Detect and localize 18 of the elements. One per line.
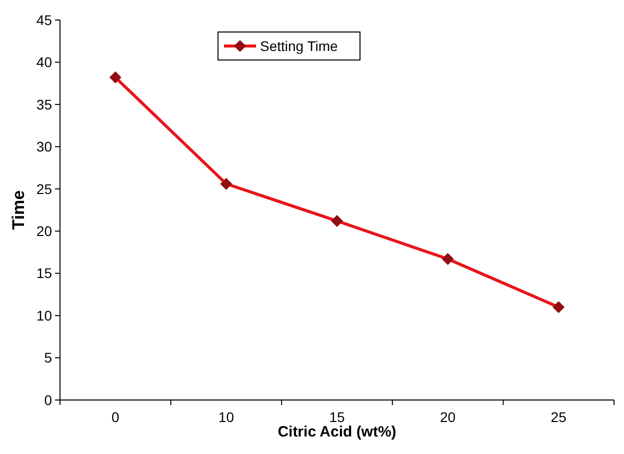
y-tick-label: 45 xyxy=(36,12,52,28)
y-tick-label: 5 xyxy=(44,350,52,366)
y-tick-label: 25 xyxy=(36,180,52,197)
x-tick-label: 20 xyxy=(440,409,456,425)
y-tick-label: 0 xyxy=(44,392,52,408)
x-tick-label: 10 xyxy=(218,409,234,425)
x-tick-label: 0 xyxy=(112,409,120,425)
y-tick-label: 40 xyxy=(36,54,52,70)
x-axis-title: Citric Acid (wt%) xyxy=(278,424,396,440)
x-tick-label: 15 xyxy=(329,409,345,425)
y-tick-label: 20 xyxy=(36,223,52,240)
y-axis-title: Time xyxy=(9,190,28,230)
y-tick-label: 15 xyxy=(36,265,52,282)
y-tick-label: 30 xyxy=(36,138,52,155)
y-tick-label: 10 xyxy=(36,307,52,324)
y-tick-label: 35 xyxy=(36,96,52,112)
x-tick-label: 25 xyxy=(550,409,567,425)
legend-label: Setting Time xyxy=(260,38,338,54)
